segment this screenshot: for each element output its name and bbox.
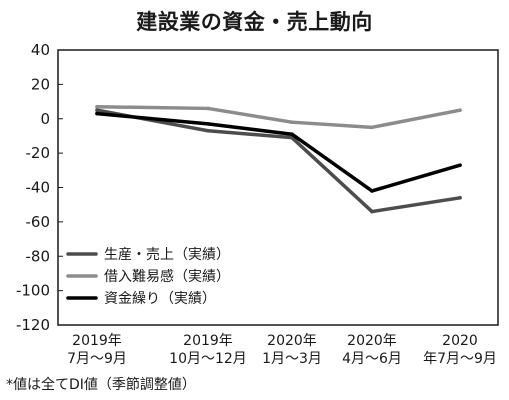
legend-label: 資金繰り（実績）: [104, 291, 216, 307]
series-1-point: [95, 108, 99, 112]
series-1-point: [458, 196, 462, 200]
y-tick-label: -100: [16, 282, 50, 300]
series-2-point: [458, 108, 462, 112]
y-tick-label: -20: [26, 144, 51, 162]
series-3-point: [290, 132, 294, 137]
series-3-point: [95, 111, 99, 116]
y-tick-label: 0: [40, 110, 50, 128]
y-tick-label: 20: [31, 75, 50, 93]
plot-area-frame: [57, 49, 499, 326]
x-tick-label: 2020年 4月～6月: [342, 333, 402, 367]
series-2-point: [370, 125, 374, 130]
series-1-point: [206, 128, 210, 133]
series-line-1: [95, 108, 462, 214]
y-tick-label: 40: [31, 41, 50, 59]
x-tick-label: 2019年 7月～9月: [67, 333, 127, 367]
series-2-point: [206, 106, 210, 111]
series-1-point: [370, 209, 374, 214]
legend-label: 生産・売上（実績）: [104, 247, 230, 263]
series-3-point: [206, 122, 210, 126]
footnote: *値は全てDI値（季節調整値）: [6, 377, 196, 393]
x-tick-label: 2019年 10月～12月: [169, 333, 247, 367]
series-2-point: [95, 104, 99, 109]
x-tick-label: 2020年 1月～3月: [262, 333, 322, 367]
series-3-point: [458, 163, 462, 167]
x-tick-label: 2020 年7月～9月: [423, 333, 497, 367]
y-tick-label: -80: [26, 247, 51, 265]
series-line-3: [95, 111, 462, 193]
y-tick-label: -60: [26, 213, 51, 231]
series-2-point: [290, 120, 294, 124]
legend-label: 借入難易感（実績）: [104, 268, 230, 285]
y-tick-label: -40: [26, 179, 51, 197]
y-tick-label: -120: [16, 316, 50, 334]
chart-title: 建設業の資金・売上動向: [136, 10, 373, 34]
series-3-point: [370, 189, 374, 193]
